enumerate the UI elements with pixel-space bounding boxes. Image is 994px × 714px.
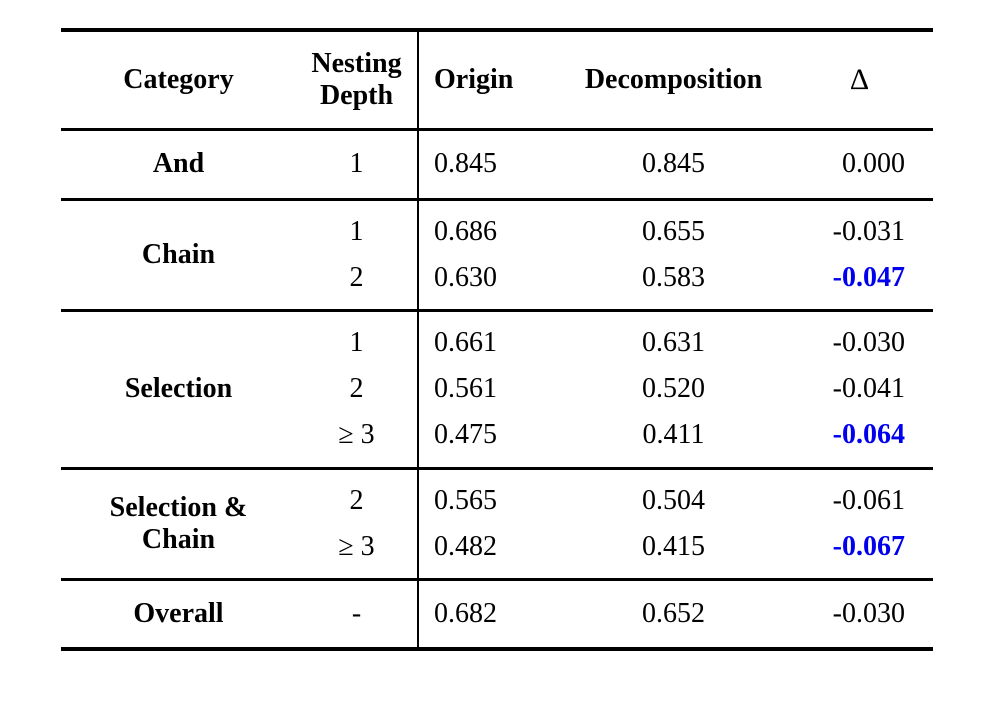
table-row: 2 0.561 0.520 -0.041 xyxy=(61,366,933,413)
section-selection: Selection 1 0.661 0.631 -0.030 2 0.561 0… xyxy=(61,310,933,468)
category-cell: Selection xyxy=(124,373,233,405)
category-cell: Chain xyxy=(141,238,216,270)
decomposition-cell: 0.520 xyxy=(642,373,705,405)
table-row: Overall - 0.682 0.652 -0.030 xyxy=(61,579,933,650)
origin-cell: 0.561 xyxy=(417,366,561,413)
table-row: Selection 1 0.661 0.631 -0.030 xyxy=(61,310,933,404)
decomposition-cell: 0.504 xyxy=(642,484,705,516)
decomposition-cell: 0.652 xyxy=(642,597,705,629)
category-cell: And xyxy=(152,148,205,180)
depth-cell: 2 xyxy=(349,484,364,516)
decomposition-cell: 0.845 xyxy=(642,148,705,180)
delta-cell: -0.061 xyxy=(832,484,905,516)
origin-cell: 0.482 xyxy=(417,523,561,580)
section-selection-chain: Selection & Chain 2 0.565 0.504 -0.061 ≥… xyxy=(61,468,933,580)
origin-cell: 0.845 xyxy=(417,129,561,200)
delta-cell: -0.067 xyxy=(832,530,905,562)
delta-cell: -0.030 xyxy=(832,326,905,358)
table-row: And 1 0.845 0.845 0.000 xyxy=(61,129,933,200)
table-row: Chain 1 0.686 0.655 -0.031 xyxy=(61,199,933,270)
delta-cell: -0.064 xyxy=(832,419,905,451)
header-delta: Δ xyxy=(849,62,870,96)
origin-cell: 0.565 xyxy=(417,468,561,524)
decomposition-cell: 0.415 xyxy=(642,530,705,562)
results-table-container: Category Nesting Depth Origin Decomposit… xyxy=(61,28,933,652)
delta-cell: 0.000 xyxy=(842,148,905,180)
depth-cell: 1 xyxy=(349,148,364,180)
depth-cell: ≥ 3 xyxy=(338,530,375,562)
depth-cell: 1 xyxy=(349,215,364,247)
section-chain: Chain 1 0.686 0.655 -0.031 2 0.630 0.583… xyxy=(61,199,933,311)
table-row: ≥ 3 0.482 0.415 -0.067 xyxy=(61,523,933,580)
depth-cell: ≥ 3 xyxy=(338,419,375,451)
delta-cell: -0.030 xyxy=(832,597,905,629)
depth-cell: - xyxy=(351,597,362,629)
table-row: Selection & Chain 2 0.565 0.504 -0.061 xyxy=(61,468,933,555)
delta-cell: -0.031 xyxy=(832,215,905,247)
depth-cell: 2 xyxy=(349,373,364,405)
decomposition-cell: 0.655 xyxy=(642,215,705,247)
section-and: And 1 0.845 0.845 0.000 xyxy=(61,129,933,200)
header-row: Category Nesting Depth Origin Decomposit… xyxy=(61,30,933,130)
header-origin: Origin xyxy=(417,30,561,130)
header-decomposition: Decomposition xyxy=(584,64,763,96)
origin-cell: 0.661 xyxy=(417,310,561,367)
origin-cell: 0.475 xyxy=(417,412,561,468)
section-overall: Overall - 0.682 0.652 -0.030 xyxy=(61,579,933,650)
origin-cell: 0.682 xyxy=(417,579,561,650)
table-header: Category Nesting Depth Origin Decomposit… xyxy=(61,30,933,130)
header-category: Category xyxy=(123,64,234,96)
origin-cell: 0.686 xyxy=(417,199,561,255)
table-row: ≥ 3 0.475 0.411 -0.064 xyxy=(61,412,933,468)
table-row: 2 0.630 0.583 -0.047 xyxy=(61,254,933,311)
category-cell: Overall xyxy=(133,597,224,629)
depth-cell: 2 xyxy=(349,261,364,293)
decomposition-cell: 0.583 xyxy=(642,261,705,293)
decomposition-cell: 0.631 xyxy=(642,326,705,358)
category-cell: Selection & Chain xyxy=(109,491,248,555)
decomposition-cell: 0.411 xyxy=(642,419,705,451)
results-table: Category Nesting Depth Origin Decomposit… xyxy=(61,28,933,652)
origin-cell: 0.630 xyxy=(417,254,561,311)
header-nesting-depth: Nesting Depth xyxy=(311,48,402,112)
delta-cell: -0.041 xyxy=(832,373,905,405)
depth-cell: 1 xyxy=(349,326,364,358)
delta-cell: -0.047 xyxy=(832,261,905,293)
